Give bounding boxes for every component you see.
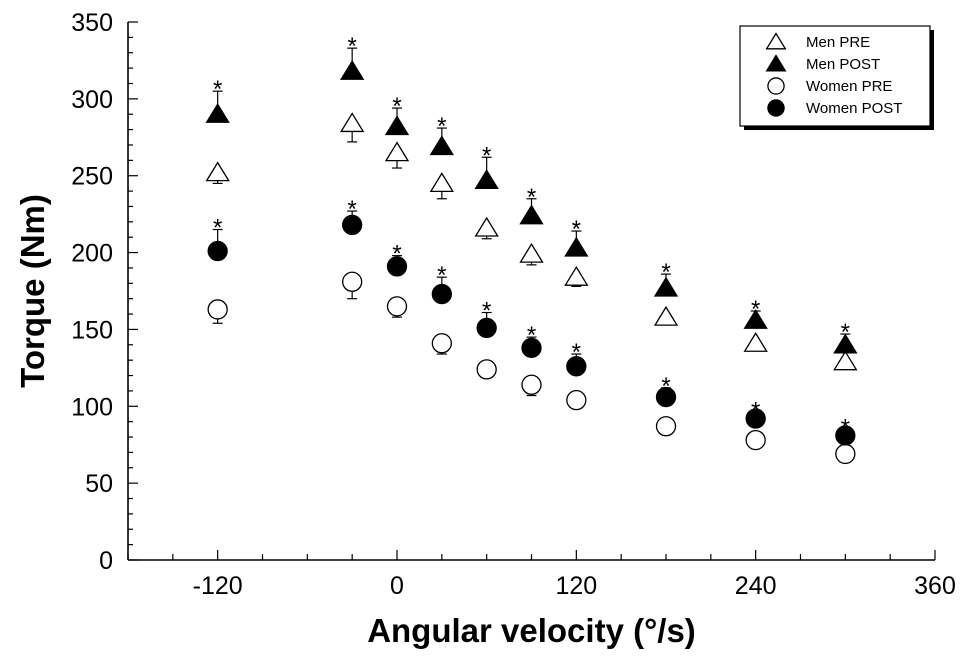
y-tick-label: 250 bbox=[71, 163, 113, 191]
significance-star: * bbox=[213, 76, 222, 103]
data-point-men-post bbox=[653, 276, 679, 297]
significance-star: * bbox=[751, 296, 760, 323]
data-point-women-pre bbox=[386, 296, 408, 317]
significance-star: * bbox=[572, 339, 581, 366]
data-point-women-post bbox=[521, 337, 542, 359]
x-tick-label: 120 bbox=[555, 572, 597, 600]
y-tick-label: 300 bbox=[71, 86, 113, 114]
y-tick-label: 50 bbox=[85, 470, 113, 498]
data-point-women-pre bbox=[655, 416, 677, 437]
data-point-women-post bbox=[386, 256, 408, 277]
data-point-women-post bbox=[566, 356, 587, 377]
significance-star: * bbox=[527, 322, 536, 349]
significance-star: * bbox=[392, 241, 401, 268]
series-men-post bbox=[205, 47, 858, 354]
data-point-men-pre bbox=[833, 350, 858, 371]
significance-star: * bbox=[437, 113, 446, 140]
significance-star: * bbox=[437, 262, 446, 289]
data-point-men-pre bbox=[429, 172, 454, 193]
data-point-women-pre bbox=[431, 333, 452, 354]
data-point-men-pre bbox=[519, 242, 544, 263]
x-tick-label: 240 bbox=[735, 572, 777, 600]
data-point-men-pre bbox=[205, 161, 230, 182]
data-point-women-pre bbox=[566, 389, 587, 411]
legend-label-women-pre: Women PRE bbox=[806, 78, 892, 95]
data-point-men-post bbox=[340, 59, 365, 80]
data-point-women-pre bbox=[745, 429, 766, 451]
legend-marker-women-post bbox=[767, 99, 785, 117]
data-point-women-post bbox=[476, 317, 497, 339]
data-point-men-pre bbox=[474, 216, 499, 237]
data-point-women-pre bbox=[342, 271, 363, 292]
significance-star: * bbox=[482, 142, 491, 169]
significance-star: * bbox=[527, 184, 536, 211]
data-point-men-post bbox=[519, 204, 544, 225]
data-point-men-pre bbox=[743, 332, 768, 352]
data-point-women-pre bbox=[521, 374, 542, 395]
y-tick-label: 0 bbox=[99, 547, 113, 575]
data-point-women-post bbox=[342, 214, 363, 236]
legend-marker-men-pre bbox=[765, 32, 787, 50]
significance-star: * bbox=[213, 215, 222, 242]
significance-star: * bbox=[661, 373, 670, 400]
data-point-men-post bbox=[205, 102, 230, 123]
y-tick-label: 150 bbox=[71, 316, 113, 344]
data-point-women-pre bbox=[835, 443, 856, 465]
x-tick-label: 0 bbox=[390, 572, 404, 600]
data-point-men-post bbox=[833, 333, 858, 354]
data-point-men-post bbox=[384, 115, 410, 136]
data-point-women-post bbox=[655, 386, 677, 408]
significance-star: * bbox=[392, 93, 401, 120]
legend-label-men-pre: Men PRE bbox=[806, 34, 870, 51]
series-men-pre bbox=[205, 112, 858, 371]
significance-star: * bbox=[751, 397, 760, 424]
data-point-women-post bbox=[431, 283, 452, 305]
series-women-post bbox=[207, 210, 856, 446]
significance-star: * bbox=[482, 298, 491, 325]
data-point-women-pre bbox=[476, 359, 497, 380]
data-point-men-pre bbox=[384, 141, 410, 162]
data-point-men-post bbox=[474, 169, 499, 189]
significance-star: * bbox=[347, 196, 356, 223]
data-point-women-post bbox=[207, 240, 228, 262]
data-point-men-post bbox=[429, 135, 454, 156]
y-tick-label: 350 bbox=[71, 9, 113, 37]
significance-star: * bbox=[661, 259, 670, 286]
data-point-women-post bbox=[835, 425, 856, 446]
y-tick-label: 100 bbox=[71, 393, 113, 421]
x-tick-label: -120 bbox=[193, 572, 243, 600]
y-tick-label: 200 bbox=[71, 240, 113, 268]
x-axis-title: Angular velocity (°/s) bbox=[367, 612, 696, 649]
legend-label-men-post: Men POST bbox=[806, 56, 880, 73]
legend-marker-men-post bbox=[765, 54, 787, 72]
significance-star: * bbox=[841, 414, 850, 441]
data-point-men-post bbox=[564, 236, 589, 257]
data-point-women-pre bbox=[207, 299, 228, 320]
y-axis-title: Torque (Nm) bbox=[14, 194, 51, 388]
legend-marker-women-pre bbox=[767, 77, 785, 95]
significance-star: * bbox=[347, 33, 356, 60]
significance-star: * bbox=[572, 216, 581, 243]
data-point-women-post bbox=[745, 408, 766, 429]
data-point-men-pre bbox=[340, 112, 365, 133]
legend-label-women-post: Women POST bbox=[806, 100, 902, 117]
data-point-men-post bbox=[743, 308, 768, 329]
data-point-men-pre bbox=[653, 305, 679, 326]
x-tick-label: 360 bbox=[914, 572, 956, 600]
series-women-pre bbox=[207, 271, 856, 465]
significance-star: * bbox=[841, 319, 850, 346]
data-point-men-pre bbox=[564, 265, 589, 286]
